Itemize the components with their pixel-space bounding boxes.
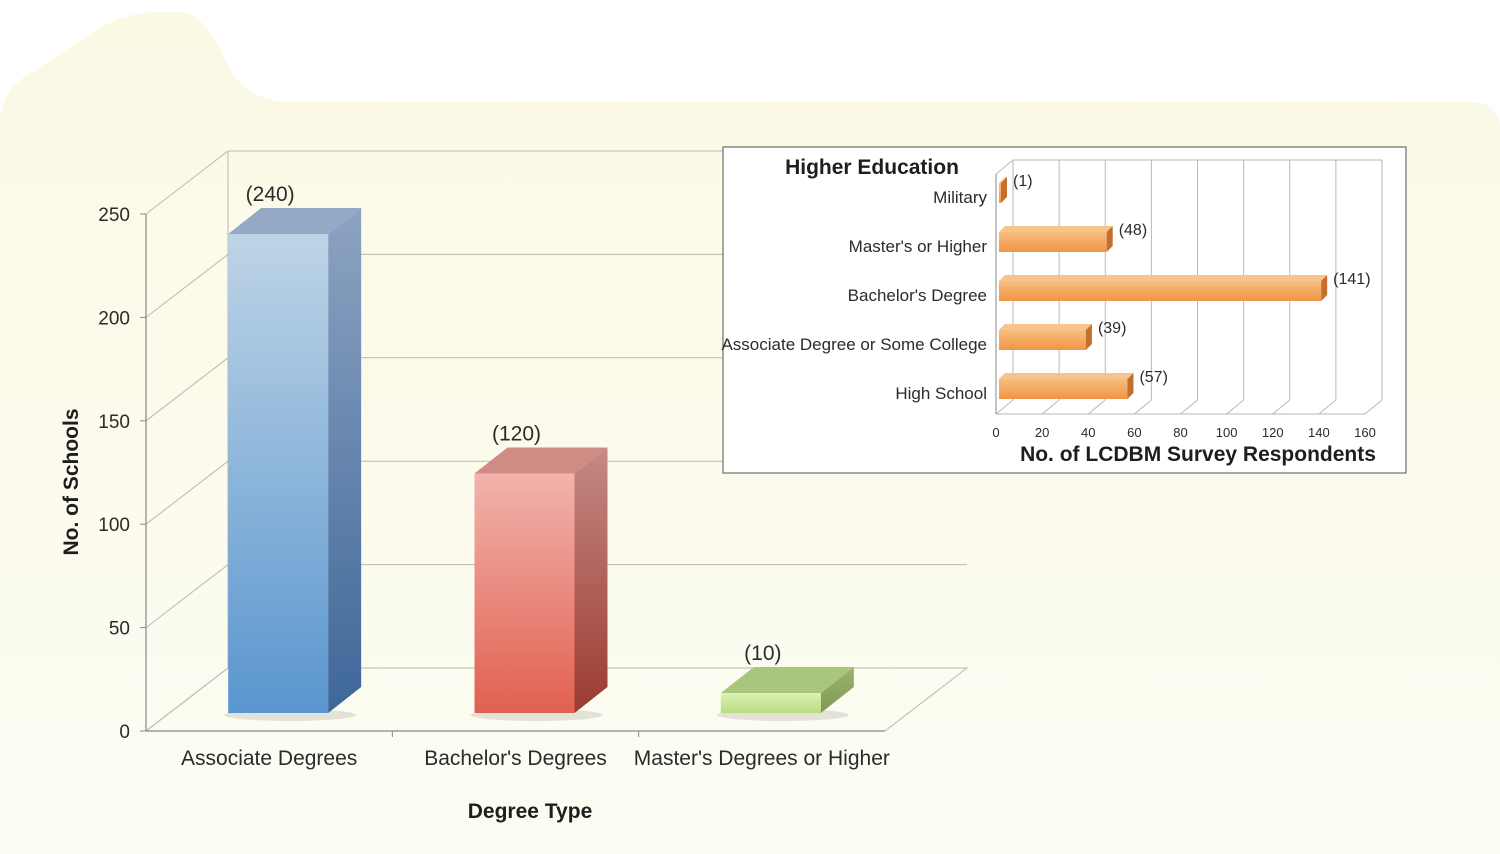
bar-value-label: (240)	[246, 183, 295, 206]
inset-floor-diagonal	[995, 399, 1014, 415]
inset-category-label: Bachelor's Degree	[848, 286, 987, 305]
grid-diagonal	[145, 564, 229, 628]
bar-value-label: (10)	[744, 642, 781, 665]
inset-bar-value-label: (57)	[1139, 369, 1167, 386]
inset-x-axis-title: No. of LCDBM Survey Respondents	[1020, 443, 1376, 466]
grid-diagonal	[145, 667, 229, 732]
grid-diagonal	[145, 254, 229, 318]
inset-x-tick-label: 20	[1035, 425, 1049, 440]
inset-chart-frame	[722, 146, 1407, 474]
inset-bar-3-front	[999, 330, 1086, 350]
inset-bar-2-top	[999, 275, 1328, 281]
inset-chart: 0 20 40 60 80 100 120 140 160 (1) Military (48) Mast…	[721, 146, 1407, 474]
inset-floor-diagonal	[1318, 399, 1337, 415]
inset-bar-4-top	[999, 373, 1134, 379]
inset-bar-2-front	[999, 281, 1322, 301]
inset-chart-title: Higher Education	[785, 156, 959, 179]
inset-x-tick-label: 80	[1173, 425, 1187, 440]
inset-category-label: High School	[895, 384, 987, 403]
bar-0-top	[228, 207, 362, 234]
inset-bar-1-top	[999, 226, 1113, 232]
inset-x-tick-label: 40	[1081, 425, 1095, 440]
inset-bar-1-side	[1106, 226, 1113, 252]
bar-1-side	[574, 447, 608, 713]
inset-x-tick-label: 60	[1127, 425, 1141, 440]
x-category-label: Bachelor's Degrees	[424, 747, 607, 770]
bar-1-front	[474, 473, 575, 713]
inset-x-tick-label: 140	[1308, 425, 1330, 440]
x-category-label: Associate Degrees	[181, 747, 357, 770]
inset-bar-0-front	[999, 183, 1001, 203]
inset-bar-value-label: (39)	[1098, 320, 1126, 337]
bar-0-front	[228, 233, 329, 713]
inset-floor-diagonal	[1087, 399, 1106, 415]
inset-bar-3-side	[1085, 324, 1092, 350]
y-tick-label: 0	[119, 722, 130, 743]
bar-value-label: (120)	[492, 422, 541, 445]
inset-x-tick-label: 100	[1216, 425, 1238, 440]
y-axis-title: No. of Schools	[60, 409, 83, 556]
inset-bar-2-side	[1321, 275, 1328, 301]
inset-floor-diagonal	[1041, 399, 1060, 415]
bar-1-top	[474, 447, 608, 474]
inset-bar-0-side	[1001, 177, 1007, 203]
inset-floor-diagonal	[1364, 399, 1383, 415]
inset-bar-value-label: (48)	[1119, 222, 1147, 239]
bar-2-side	[820, 667, 854, 713]
y-tick-label: 100	[98, 515, 130, 536]
inset-top-diagonal	[995, 159, 1014, 175]
inset-category-label: Associate Degree or Some College	[721, 335, 987, 354]
inset-category-label: Master's or Higher	[849, 237, 988, 256]
bar-2-front	[720, 693, 821, 713]
y-tick-label: 200	[98, 308, 130, 329]
x-category-label: Master's Degrees or Higher	[634, 747, 890, 770]
main-bar-chart: 0 50 100 150 200 250 (240) Associate Degrees (12…	[60, 150, 969, 823]
inset-bar-4-side	[1127, 373, 1134, 399]
inset-bar-1-front	[999, 232, 1107, 252]
grid-diagonal	[145, 150, 229, 215]
inset-floor-diagonal	[1180, 399, 1198, 415]
inset-floor-diagonal	[1226, 399, 1244, 415]
inset-x-tick-label: 120	[1262, 425, 1284, 440]
x-axis-title: Degree Type	[468, 800, 593, 823]
inset-floor-diagonal	[1272, 399, 1291, 415]
y-tick-label: 50	[109, 619, 130, 640]
bar-0-side	[328, 207, 362, 713]
inset-floor-diagonal	[1134, 399, 1152, 415]
bar-2-top	[720, 667, 854, 694]
grid-diagonal	[145, 357, 229, 422]
inset-x-tick-label: 160	[1354, 425, 1376, 440]
y-tick-label: 150	[98, 412, 130, 433]
inset-bar-0-top	[999, 177, 1007, 183]
inset-bar-4-front	[999, 379, 1128, 399]
inset-bar-value-label: (1)	[1013, 173, 1033, 190]
inset-bar-value-label: (141)	[1333, 271, 1370, 288]
grid-diagonal	[145, 460, 229, 525]
inset-category-label: Military	[933, 188, 987, 207]
y-tick-label: 250	[98, 205, 130, 226]
inset-x-tick-label: 0	[992, 425, 999, 440]
inset-bar-3-top	[999, 324, 1092, 330]
